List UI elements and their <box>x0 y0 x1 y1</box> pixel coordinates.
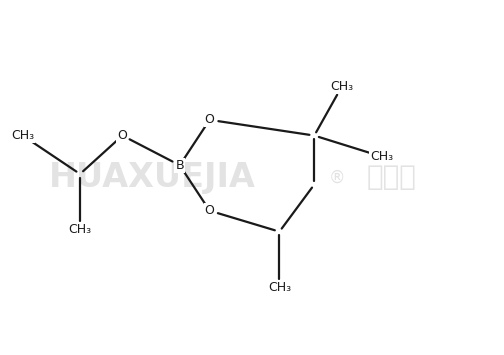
Text: CH₃: CH₃ <box>11 129 34 142</box>
Text: O: O <box>205 204 215 217</box>
Text: ®: ® <box>329 169 345 186</box>
Text: CH₃: CH₃ <box>69 223 92 236</box>
Text: B: B <box>175 159 184 172</box>
Text: CH₃: CH₃ <box>268 281 291 294</box>
Text: HUAXUEJIA: HUAXUEJIA <box>49 161 256 194</box>
Text: 化学加: 化学加 <box>366 164 416 191</box>
Text: CH₃: CH₃ <box>370 150 393 163</box>
Text: O: O <box>205 113 215 126</box>
Text: O: O <box>117 129 128 142</box>
Text: CH₃: CH₃ <box>330 80 353 93</box>
